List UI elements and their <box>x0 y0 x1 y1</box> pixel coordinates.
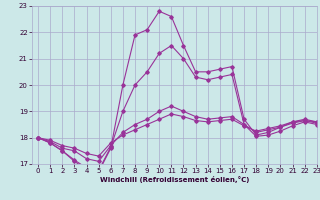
X-axis label: Windchill (Refroidissement éolien,°C): Windchill (Refroidissement éolien,°C) <box>100 176 249 183</box>
